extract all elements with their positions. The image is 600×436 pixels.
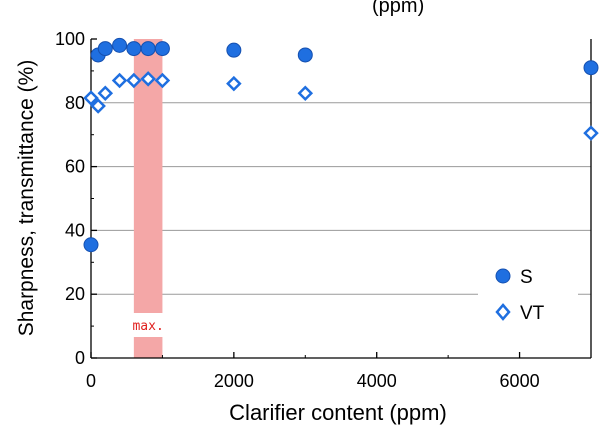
y-axis-label: Sharpness, transmittance (%) xyxy=(15,60,38,337)
x-tick-label: 6000 xyxy=(500,371,540,391)
legend-label-s: S xyxy=(520,267,533,288)
point-vt xyxy=(140,71,156,87)
x-axis-ticks: 0 2000 4000 6000 xyxy=(86,352,540,391)
point-vt xyxy=(226,75,242,92)
top-label-fragment: (ppm) xyxy=(372,0,424,17)
y-tick-label: 20 xyxy=(65,284,85,304)
y-axis-ticks: 0 20 40 60 80 100 xyxy=(55,29,97,368)
highlight-band-layer: max. xyxy=(132,39,164,358)
point-s xyxy=(226,42,242,58)
legend-background xyxy=(478,262,578,330)
point-s xyxy=(112,37,128,53)
point-vt xyxy=(583,125,599,141)
y-tick-label: 60 xyxy=(65,157,85,177)
point-vt xyxy=(97,85,114,101)
y-tick-label: 80 xyxy=(65,93,85,113)
y-tick-label: 100 xyxy=(55,29,85,49)
y-tick-label: 0 xyxy=(75,348,85,368)
point-s xyxy=(583,60,599,76)
x-tick-label: 4000 xyxy=(357,371,397,391)
x-tick-label: 0 xyxy=(86,371,96,391)
point-s xyxy=(97,41,113,57)
point-s xyxy=(297,47,313,63)
highlight-band-lower xyxy=(133,337,163,358)
point-vt xyxy=(126,72,142,89)
point-vt xyxy=(90,98,106,114)
point-s xyxy=(140,41,156,57)
point-vt xyxy=(111,72,128,89)
point-vt xyxy=(83,90,99,106)
x-axis-label: Clarifier content (ppm) xyxy=(229,400,447,425)
legend-marker-vt xyxy=(495,303,511,321)
legend-label-vt: VT xyxy=(520,303,545,324)
point-vt xyxy=(154,72,171,89)
legend: S VT xyxy=(478,262,578,330)
point-s xyxy=(83,237,99,253)
data-points xyxy=(83,37,599,253)
highlight-band-label: max. xyxy=(132,319,163,334)
point-s xyxy=(154,41,170,57)
point-s xyxy=(126,41,142,57)
legend-marker-s xyxy=(495,268,511,284)
y-tick-label: 40 xyxy=(65,220,85,240)
point-vt xyxy=(297,85,314,101)
x-tick-label: 2000 xyxy=(214,371,254,391)
